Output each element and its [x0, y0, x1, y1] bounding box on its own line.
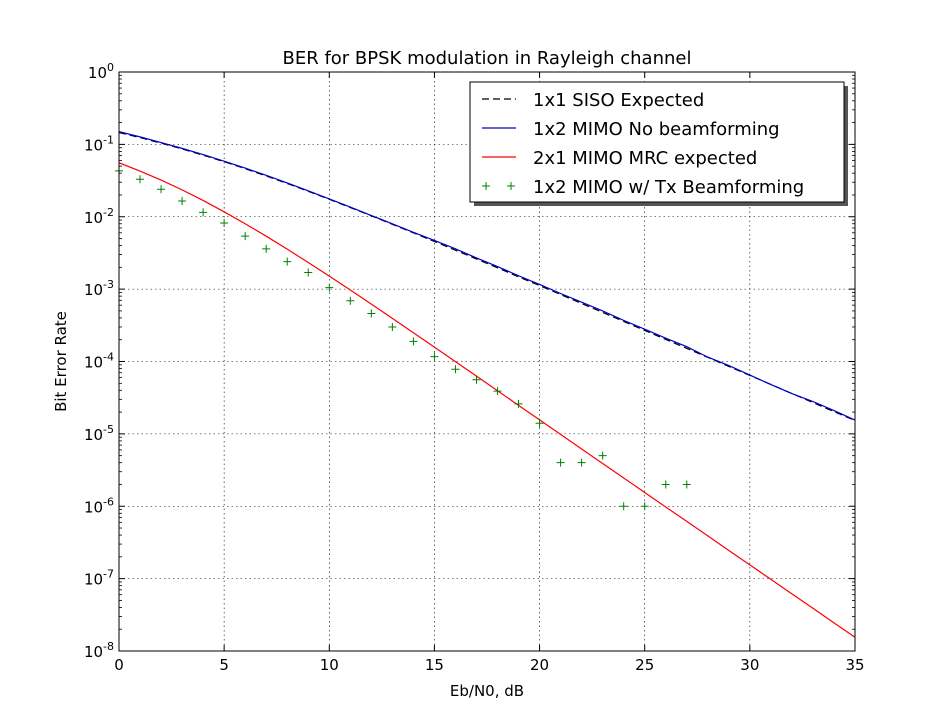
data-point-marker [136, 175, 145, 184]
data-point-marker [157, 185, 166, 194]
data-point-marker [493, 387, 502, 396]
legend-label: 1x1 SISO Expected [533, 90, 704, 111]
chart-title: BER for BPSK modulation in Rayleigh chan… [283, 48, 692, 69]
data-point-marker [640, 502, 649, 511]
x-tick-label: 20 [530, 656, 549, 674]
series-line-2 [118, 162, 856, 638]
data-point-marker [199, 208, 208, 217]
legend-marker [507, 182, 515, 190]
data-point-marker [325, 283, 334, 292]
legend-box [469, 81, 845, 203]
data-point-marker [451, 365, 460, 374]
data-point-marker [346, 296, 355, 305]
data-point-marker [304, 268, 313, 277]
data-point-marker [556, 458, 565, 467]
data-point-marker [220, 218, 229, 227]
data-point-marker [535, 419, 544, 428]
data-point-marker [178, 197, 187, 206]
x-tick-label: 35 [845, 656, 864, 674]
series-tx-beamforming-markers [115, 166, 691, 511]
legend-label: 1x2 MIMO w/ Tx Beamforming [533, 177, 804, 198]
legend-item: 1x1 SISO Expected [482, 90, 704, 111]
data-point-marker [577, 458, 586, 467]
x-tick-label: 15 [425, 656, 444, 674]
y-tick-label: 100 [88, 61, 114, 82]
axes-frame [118, 71, 856, 652]
y-tick-label: 10-6 [84, 495, 114, 516]
y-tick-label: 10-2 [84, 206, 114, 227]
grid [119, 72, 855, 651]
data-point-marker [388, 322, 397, 331]
data-point-marker [472, 375, 481, 384]
data-point-marker [430, 352, 439, 361]
legend: 1x1 SISO Expected 1x2 MIMO No beamforming… [469, 81, 848, 206]
data-point-marker [661, 480, 670, 489]
series-line-1 [118, 131, 856, 421]
legend-item: 2x1 MIMO MRC expected [482, 148, 757, 169]
data-point-marker [283, 257, 292, 266]
legend-item: 1x2 MIMO No beamforming [482, 119, 780, 140]
series-layer [115, 131, 856, 638]
legend-label: 1x2 MIMO No beamforming [533, 119, 780, 140]
x-tick-label: 5 [219, 656, 229, 674]
y-tick-label: 10-4 [84, 351, 114, 372]
y-tick-label: 10-5 [84, 423, 114, 444]
y-tick-label: 10-3 [84, 278, 114, 299]
y-tick-label: 10-1 [84, 133, 114, 154]
data-point-marker [514, 399, 523, 408]
x-tick-label: 30 [740, 656, 759, 674]
y-axis-label: Bit Error Rate [52, 311, 70, 412]
data-point-marker [241, 232, 250, 241]
data-point-marker [262, 244, 271, 253]
y-tick-label: 10-7 [84, 568, 114, 589]
data-point-marker [598, 451, 607, 460]
x-tick-label: 0 [114, 656, 124, 674]
legend-item: 1x2 MIMO w/ Tx Beamforming [482, 177, 804, 198]
legend-marker [482, 182, 490, 190]
x-tick-label: 10 [320, 656, 339, 674]
y-tick-label: 10-8 [84, 640, 114, 661]
data-point-marker [409, 337, 418, 346]
legend-label: 2x1 MIMO MRC expected [533, 148, 757, 169]
data-point-marker [619, 502, 628, 511]
x-axis-label: Eb/N0, dB [450, 682, 524, 700]
data-point-marker [367, 309, 376, 318]
data-point-marker [682, 480, 691, 489]
x-tick-label: 25 [635, 656, 654, 674]
tick-labels: 0 5 10 15 20 25 30 35 100 10-1 10-2 10-3 10-4 10-5 10-… [84, 61, 865, 674]
